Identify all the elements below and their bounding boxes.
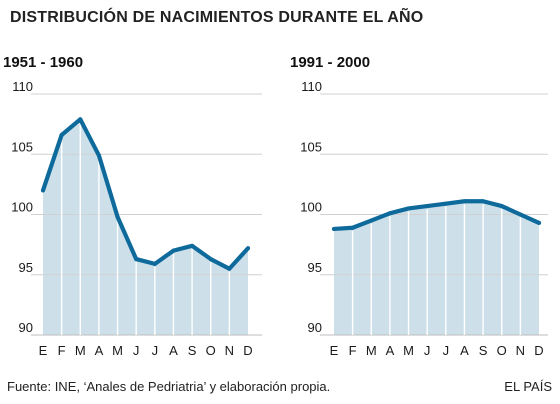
area-fill (43, 119, 248, 335)
source-note: Fuente: INE, ‘Anales de Pedriatria’ y el… (7, 379, 331, 394)
y-tick-label: 95 (19, 260, 33, 275)
x-tick-label: N (516, 343, 525, 358)
data-point (369, 218, 374, 223)
data-point (59, 132, 64, 137)
series-line (331, 199, 542, 232)
brand-label: EL PAÍS (504, 379, 552, 394)
y-tick-label: 100 (300, 200, 322, 215)
data-point (96, 153, 101, 158)
y-tick-label: 100 (11, 200, 33, 215)
x-tick-label: S (188, 343, 197, 358)
y-tick-label: 90 (308, 320, 322, 335)
x-tick-label: J (443, 343, 450, 358)
x-tick-label: O (497, 343, 507, 358)
x-tick-label: A (169, 343, 178, 358)
x-tick-label: M (75, 343, 86, 358)
data-point (171, 248, 176, 253)
data-point (518, 212, 523, 217)
data-point (406, 206, 411, 211)
data-point (332, 226, 336, 231)
data-point (78, 117, 83, 122)
x-tick-label: D (243, 343, 252, 358)
data-point (152, 261, 157, 266)
x-tick-label: F (349, 343, 357, 358)
panel-title-1991-2000: 1991 - 2000 (290, 54, 371, 71)
data-point (499, 204, 504, 209)
y-tick-label: 90 (19, 320, 33, 335)
data-point (208, 257, 213, 262)
data-point (481, 199, 486, 204)
y-tick-label: 110 (12, 79, 33, 94)
x-tick-label: E (39, 343, 48, 358)
x-tick-label: A (95, 343, 104, 358)
x-tick-label: A (460, 343, 469, 358)
panel-title-1951-1960: 1951 - 1960 (3, 54, 84, 71)
x-tick-label: F (58, 343, 66, 358)
x-tick-label: J (152, 343, 159, 358)
data-point (115, 214, 120, 219)
y-tick-label: 110 (301, 79, 322, 94)
x-tick-label: J (133, 343, 140, 358)
x-tick-label: D (534, 343, 543, 358)
y-tick-label: 105 (300, 139, 322, 154)
x-tick-label: O (206, 343, 216, 358)
y-tick-label: 95 (308, 260, 322, 275)
data-point (41, 188, 45, 193)
series-line (40, 117, 251, 271)
x-tick-label: J (424, 343, 431, 358)
data-point (350, 225, 355, 230)
data-point (190, 243, 195, 248)
x-tick-label: M (366, 343, 377, 358)
data-point (462, 199, 467, 204)
data-point (246, 246, 250, 251)
x-tick-label: N (225, 343, 234, 358)
data-point (387, 211, 392, 216)
data-point (443, 201, 448, 206)
area-fill (334, 201, 539, 335)
chart-title: DISTRIBUCIÓN DE NACIMIENTOS DURANTE EL A… (10, 9, 424, 26)
data-point (227, 266, 232, 271)
x-tick-label: M (403, 343, 414, 358)
y-tick-label: 105 (11, 139, 33, 154)
data-point (425, 204, 430, 209)
x-tick-label: E (330, 343, 339, 358)
x-tick-label: M (112, 343, 123, 358)
x-tick-label: A (386, 343, 395, 358)
data-point (537, 220, 541, 225)
x-tick-label: S (479, 343, 488, 358)
data-point (134, 257, 139, 262)
